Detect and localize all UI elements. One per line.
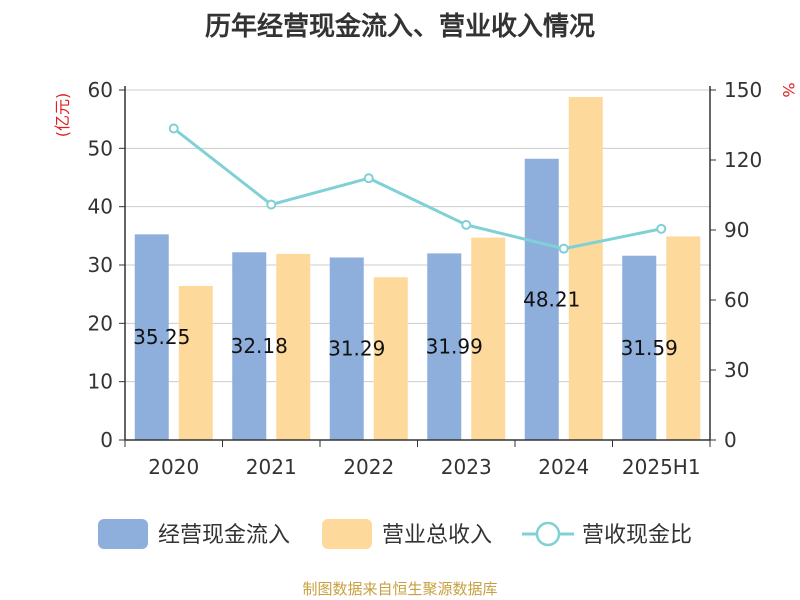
legend-swatch [322, 519, 372, 549]
legend-swatch-marker [535, 521, 561, 547]
right-tick-label: 150 [724, 78, 762, 102]
legend-label: 经营现金流入 [158, 523, 290, 548]
bar-cash-inflow [524, 158, 559, 440]
bar-layer [134, 97, 701, 440]
right-tick-label: 30 [724, 358, 749, 382]
bar-cash-inflow [329, 257, 364, 440]
source-note: 制图数据来自恒生聚源数据库 [302, 580, 498, 598]
x-tick-label: 2024 [538, 455, 589, 479]
chart-title: 历年经营现金流入、营业收入情况 [204, 12, 595, 42]
ratio-point [558, 243, 569, 254]
left-axis-label: (亿元) [53, 93, 72, 138]
x-tick-label: 2021 [246, 455, 297, 479]
right-axis-label: % [779, 82, 798, 97]
x-tick-label: 2023 [441, 455, 492, 479]
x-tick-label: 2025H1 [622, 455, 701, 479]
left-tick-label: 0 [100, 428, 113, 452]
right-tick-label: 60 [724, 288, 749, 312]
right-tick-label: 120 [724, 148, 762, 172]
x-tick-label: 2020 [148, 455, 199, 479]
left-tick-label: 10 [88, 370, 113, 394]
bar-cash-inflow [134, 234, 169, 440]
left-tick-label: 20 [88, 311, 113, 335]
legend-label: 营收现金比 [582, 523, 692, 548]
x-tick-label: 2022 [343, 455, 394, 479]
bar-revenue [568, 97, 603, 440]
axis-layer: 0 10 20 30 40 50 60 0 30 60 90 120 150 (亿元)% 2020 2021 2… [53, 78, 798, 479]
bar-revenue [276, 253, 311, 440]
legend-label: 营业总收入 [382, 523, 492, 548]
ratio-point [168, 123, 179, 134]
legend-swatch [98, 519, 148, 549]
bar-cash-inflow [622, 255, 657, 440]
line-layer [168, 123, 667, 254]
data-label: 31.59 [621, 336, 678, 360]
left-tick-label: 50 [88, 136, 113, 160]
left-tick-label: 40 [88, 195, 113, 219]
ratio-point [363, 173, 374, 184]
legend-layer: 经营现金流入 营业总收入 营收现金比 [98, 519, 692, 549]
bar-revenue [178, 286, 213, 440]
bar-revenue [373, 277, 408, 440]
left-tick-label: 30 [88, 253, 113, 277]
right-tick-label: 90 [724, 218, 749, 242]
data-label: 31.99 [426, 335, 483, 359]
data-label: 48.21 [523, 287, 580, 311]
bar-cash-inflow [427, 253, 462, 440]
bar-revenue [471, 237, 506, 440]
ratio-line [172, 127, 662, 251]
right-tick-label: 0 [724, 428, 737, 452]
left-tick-label: 60 [88, 78, 113, 102]
grid-layer [125, 89, 710, 383]
bar-revenue [666, 236, 701, 440]
data-label: 35.25 [133, 325, 190, 349]
ratio-point [266, 199, 277, 210]
data-label: 32.18 [231, 334, 288, 358]
data-label: 31.29 [328, 337, 385, 361]
ratio-point [656, 223, 667, 234]
bar-cash-inflow [232, 252, 267, 440]
ratio-point [461, 219, 472, 230]
label-layer: 35.25 32.18 31.29 31.99 48.21 31.59 [133, 287, 678, 360]
